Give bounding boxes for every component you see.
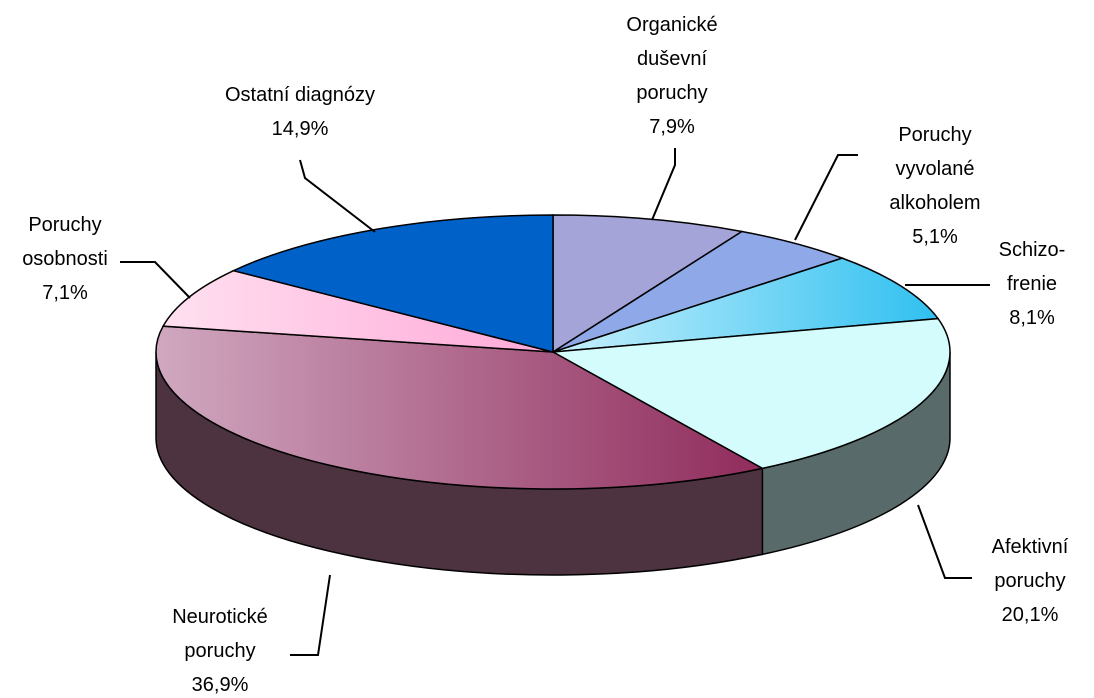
category-label: Organické duševní poruchy: [626, 14, 718, 104]
slice-top: [552, 214, 744, 354]
pie-slice: [155, 325, 765, 576]
leader-line: [917, 504, 972, 579]
slice-top: [155, 325, 765, 490]
value-label: 8,1%: [1009, 307, 1055, 329]
pie-slice: [550, 317, 951, 556]
slice-label: Poruchy osobnosti 7,1%: [0, 208, 130, 310]
leader-line: [794, 154, 858, 241]
category-label: Neurotické poruchy: [172, 606, 268, 662]
value-label: 20,1%: [1001, 604, 1059, 626]
pie-slice: [231, 214, 554, 353]
leader-line: [120, 261, 191, 299]
pie-slice: [552, 214, 744, 354]
value-label: 7,1%: [42, 282, 88, 304]
category-label: Ostatní diagnózy: [224, 84, 376, 106]
slice-top: [552, 257, 940, 353]
slice-label: Afektivní poruchy 20,1%: [970, 530, 1090, 632]
value-label: 36,9%: [191, 674, 249, 696]
category-label: Afektivní poruchy: [991, 536, 1069, 592]
slice-label: Ostatní diagnózy 14,9%: [190, 78, 410, 146]
value-label: 7,9%: [649, 116, 695, 138]
slice-label: Schizo-frenie 8,1%: [992, 233, 1072, 335]
pie-slice: [552, 257, 940, 353]
slice-top: [550, 317, 951, 470]
slice-label: Poruchy vyvolané alkoholem 5,1%: [870, 118, 1000, 254]
value-label: 14,9%: [271, 118, 329, 140]
leader-line: [299, 159, 376, 233]
leader-line: [290, 574, 331, 656]
category-label: Schizo-frenie: [998, 239, 1066, 295]
slice-label: Neurotické poruchy 36,9%: [150, 600, 290, 698]
leader-line: [651, 148, 676, 221]
category-label: Poruchy vyvolané alkoholem: [889, 124, 981, 214]
category-label: Poruchy osobnosti: [22, 214, 108, 270]
value-label: 5,1%: [912, 226, 958, 248]
slice-label: Organické duševní poruchy 7,9%: [607, 8, 737, 144]
slice-top: [231, 214, 554, 353]
